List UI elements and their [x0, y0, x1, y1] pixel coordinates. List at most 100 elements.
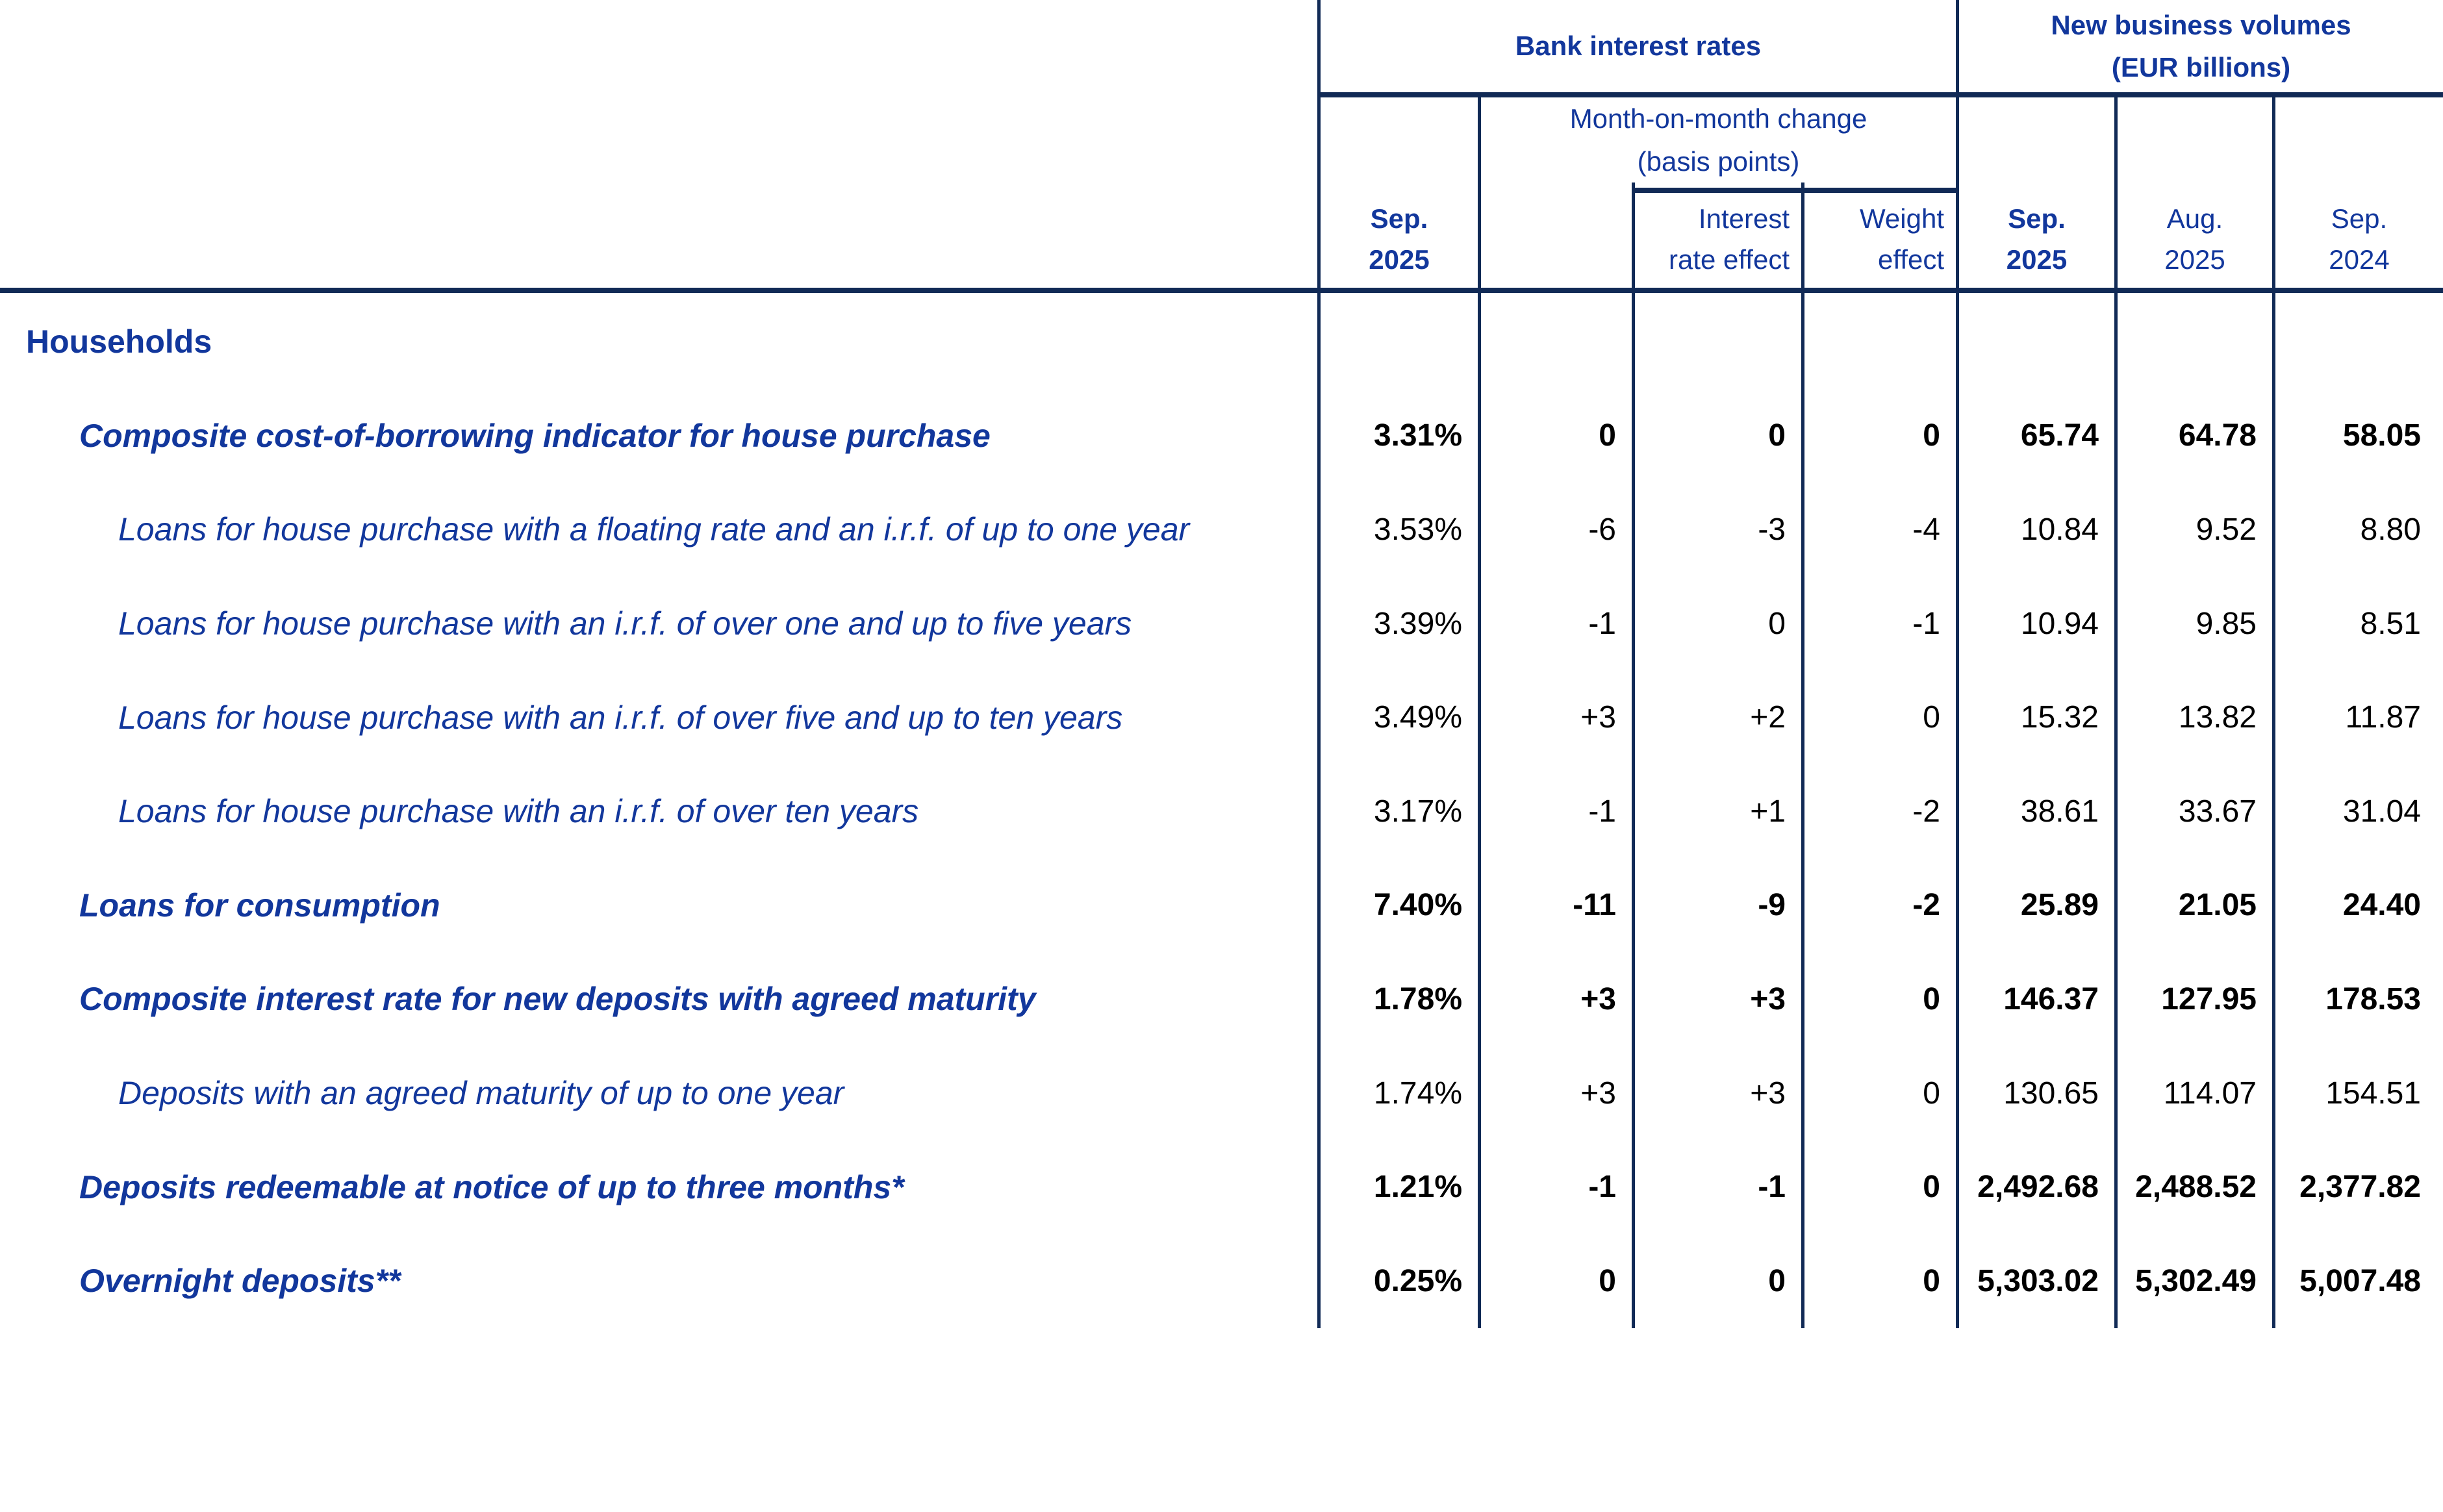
weight-effect-value: 0 [1923, 418, 1940, 453]
weight-effect-value: 0 [1923, 981, 1940, 1016]
mom-change-value: -1 [1588, 794, 1616, 829]
weight-effect-value: 0 [1923, 1170, 1940, 1205]
rate-value: 1.21% [1373, 1170, 1462, 1205]
col-vol-sep24-line1: Sep. [2331, 203, 2388, 234]
section-label: Households [26, 323, 212, 360]
volume-sep-2025-value: 65.74 [2020, 418, 2099, 453]
column-divider-labels-rates [1317, 0, 1321, 1328]
rate-value: 0.25% [1373, 1263, 1462, 1298]
header-new-business-volumes: New business volumes (EUR billions) [1959, 0, 2443, 92]
interest-rate-effect-value: -1 [1758, 1170, 1786, 1205]
column-header-volume-aug-2025: Aug. 2025 [2118, 188, 2272, 284]
volume-sep-2025-value: 130.65 [2003, 1076, 2099, 1111]
volume-aug-2025-value: 5,302.49 [2135, 1263, 2257, 1298]
interest-rate-effect-value: +2 [1750, 700, 1786, 735]
column-header-volume-sep-2025: Sep. 2025 [1959, 188, 2114, 284]
rate-value: 3.53% [1373, 512, 1462, 547]
volume-sep-2024-value: 178.53 [2325, 981, 2421, 1016]
column-divider-vol-aug-sep24 [2272, 92, 2275, 1328]
volume-aug-2025-value: 2,488.52 [2135, 1170, 2257, 1205]
row-label: Loans for house purchase with an i.r.f. … [118, 793, 919, 830]
col-interest-effect-line2: rate effect [1668, 244, 1790, 275]
mom-change-value: +3 [1580, 981, 1616, 1016]
header-mom-line2: (basis points) [1637, 145, 1800, 177]
interest-rate-effect-value: +1 [1750, 794, 1786, 829]
rate-value: 3.39% [1373, 606, 1462, 641]
volume-sep-2024-value: 24.40 [2342, 888, 2421, 923]
weight-effect-value: -2 [1912, 794, 1940, 829]
volume-sep-2025-value: 2,492.68 [1977, 1170, 2099, 1205]
mom-change-value: +3 [1580, 700, 1616, 735]
row-label: Overnight deposits** [79, 1263, 401, 1300]
volume-sep-2024-value: 31.04 [2342, 794, 2421, 829]
column-header-rates-sep-2025: Sep. 2025 [1321, 188, 1478, 284]
volume-sep-2024-value: 58.05 [2342, 418, 2421, 453]
volume-aug-2025-value: 13.82 [2178, 700, 2257, 735]
row-label: Loans for consumption [79, 887, 440, 924]
interest-rate-effect-value: -3 [1758, 512, 1786, 547]
volume-aug-2025-value: 114.07 [2163, 1076, 2257, 1111]
column-divider-vol-sep-aug [2114, 92, 2118, 1328]
volume-sep-2025-value: 15.32 [2020, 700, 2099, 735]
row-label: Loans for house purchase with a floating… [118, 511, 1190, 548]
column-divider-interest-weight [1801, 183, 1804, 1328]
weight-effect-value: 0 [1923, 700, 1940, 735]
rule-under-basis-points [1632, 188, 1959, 193]
interest-rate-effect-value: -9 [1758, 888, 1786, 923]
weight-effect-value: -4 [1912, 512, 1940, 547]
mom-change-value: -1 [1588, 606, 1616, 641]
interest-rate-effect-value: 0 [1768, 606, 1786, 641]
header-month-on-month-change: Month-on-month change (basis points) [1481, 97, 1956, 183]
column-divider-rates-mom [1478, 92, 1481, 1328]
header-bank-interest-rates: Bank interest rates [1321, 0, 1956, 92]
volume-sep-2024-value: 154.51 [2325, 1076, 2421, 1111]
header-nbv-line2: (EUR billions) [2111, 52, 2291, 82]
row-label: Deposits with an agreed maturity of up t… [118, 1075, 844, 1112]
volume-aug-2025-value: 33.67 [2178, 794, 2257, 829]
volume-sep-2025-value: 10.84 [2020, 512, 2099, 547]
mom-change-value: +3 [1580, 1076, 1616, 1111]
table-body: Households Composite cost-of-borrowing i… [0, 295, 2443, 1328]
col-vol-sep25-line2: 2025 [2006, 244, 2068, 275]
rate-value: 3.31% [1373, 418, 1462, 453]
weight-effect-value: -1 [1912, 606, 1940, 641]
row-label: Composite interest rate for new deposits… [79, 981, 1036, 1018]
row-label: Loans for house purchase with an i.r.f. … [118, 699, 1123, 736]
volume-sep-2024-value: 11.87 [2345, 700, 2421, 735]
rate-value: 3.17% [1373, 794, 1462, 829]
mom-change-value: 0 [1599, 1263, 1616, 1298]
interest-rate-effect-value: +3 [1750, 981, 1786, 1016]
mom-change-value: 0 [1599, 418, 1616, 453]
col-interest-effect-line1: Interest [1698, 203, 1790, 234]
volume-aug-2025-value: 127.95 [2161, 981, 2257, 1016]
header-bank-interest-rates-text: Bank interest rates [1515, 31, 1762, 62]
volume-aug-2025-value: 64.78 [2178, 418, 2257, 453]
weight-effect-value: 0 [1923, 1076, 1940, 1111]
volume-sep-2025-value: 5,303.02 [1977, 1263, 2099, 1298]
volume-aug-2025-value: 9.85 [2196, 606, 2257, 641]
volume-sep-2024-value: 8.80 [2360, 512, 2421, 547]
mom-change-value: -1 [1588, 1170, 1616, 1205]
mom-change-value: -6 [1588, 512, 1616, 547]
column-header-interest-rate-effect: Interest rate effect [1635, 188, 1801, 284]
volume-aug-2025-value: 21.05 [2178, 888, 2257, 923]
col-rates-period-line2: 2025 [1369, 244, 1430, 275]
rule-under-column-headers [0, 288, 2443, 293]
rate-value: 7.40% [1373, 888, 1462, 923]
volume-sep-2024-value: 5,007.48 [2299, 1263, 2421, 1298]
mom-change-value: -11 [1573, 888, 1616, 923]
volume-sep-2025-value: 25.89 [2020, 888, 2099, 923]
col-vol-aug25-line1: Aug. [2166, 203, 2223, 234]
row-label: Loans for house purchase with an i.r.f. … [118, 605, 1132, 642]
rate-value: 1.74% [1373, 1076, 1462, 1111]
rate-value: 3.49% [1373, 700, 1462, 735]
column-divider-mom-interest-effect [1632, 183, 1635, 1328]
col-vol-sep24-line2: 2024 [2329, 244, 2390, 275]
column-header-volume-sep-2024: Sep. 2024 [2275, 188, 2443, 284]
col-vol-sep25-line1: Sep. [2008, 203, 2066, 234]
volume-sep-2024-value: 8.51 [2360, 606, 2421, 641]
rate-value: 1.78% [1373, 981, 1462, 1016]
volume-sep-2025-value: 146.37 [2003, 981, 2099, 1016]
column-divider-rates-volumes [1956, 0, 1959, 1328]
